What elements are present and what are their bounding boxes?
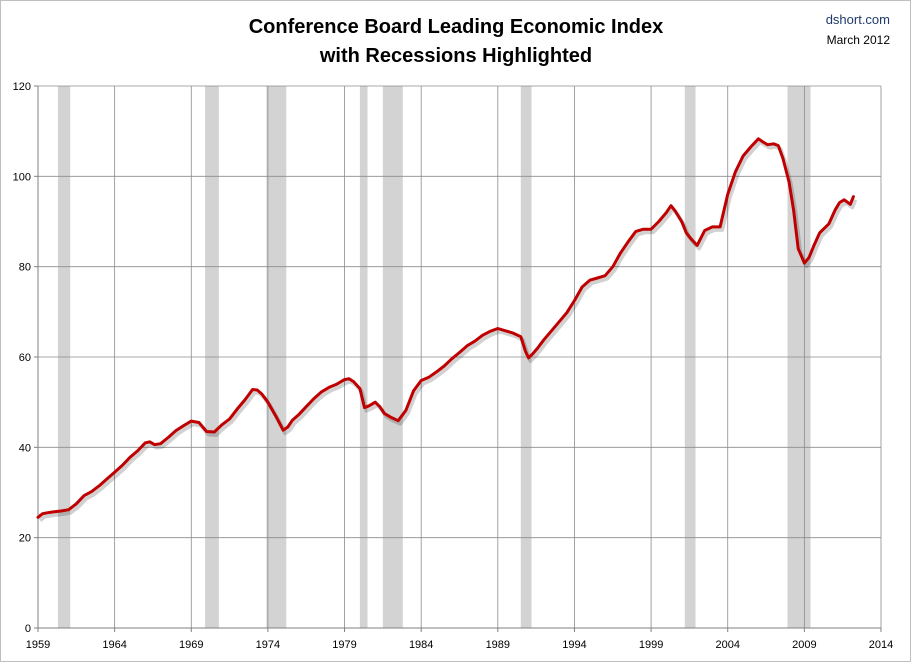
x-tick-label: 1994 (562, 639, 586, 651)
chart-title-line2: with Recessions Highlighted (319, 45, 592, 67)
x-tick-label: 1964 (102, 639, 126, 651)
y-tick-label: 20 (19, 533, 31, 545)
source-label: dshort.com (826, 12, 890, 27)
y-tick-label: 120 (13, 81, 31, 93)
x-tick-label: 1999 (639, 639, 663, 651)
series-line-shadow (38, 139, 858, 522)
y-tick-label: 80 (19, 262, 31, 274)
x-tick-label: 1974 (256, 639, 280, 651)
x-tick-label: 1969 (179, 639, 203, 651)
y-tick-label: 60 (19, 352, 31, 364)
y-tick-label: 100 (13, 171, 31, 183)
y-tick-label: 0 (25, 623, 31, 635)
x-tick-label: 1959 (26, 639, 50, 651)
x-tick-label: 1979 (332, 639, 356, 651)
x-tick-label: 2014 (869, 639, 893, 651)
y-tick-label: 40 (19, 442, 31, 454)
date-label: March 2012 (827, 33, 891, 47)
series-line-layer (36, 137, 858, 522)
chart-title-line1: Conference Board Leading Economic Index (249, 16, 664, 38)
x-tick-label: 2004 (715, 639, 739, 651)
x-tick-label: 1989 (486, 639, 510, 651)
axis-layer: 0 20 40 60 80 100 120 1959 1964 1969 1974 1979 1984 1… (13, 81, 894, 651)
x-tick-label: 2009 (792, 639, 816, 651)
gridline-layer (38, 85, 882, 628)
lei-series-line (36, 137, 855, 519)
x-tick-label: 1984 (409, 639, 433, 651)
